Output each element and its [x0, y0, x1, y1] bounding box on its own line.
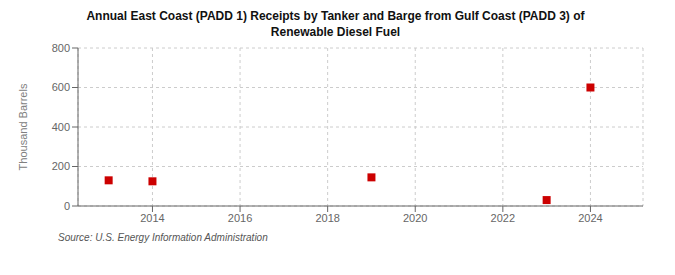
html-text:Source: U.S. Energy Informatio: Source: U.S. Energy Information Administ…	[58, 232, 268, 243]
svg-text:2018: 2018	[315, 212, 339, 224]
html-text:Annual East Coast (PADD 1) Rec: Annual East Coast (PADD 1) Receipts by T…	[86, 9, 585, 23]
svg-text:2020: 2020	[403, 212, 427, 224]
svg-text:Thousand Barrels: Thousand Barrels	[17, 83, 29, 170]
svg-text:200: 200	[52, 160, 70, 172]
svg-text:800: 800	[52, 42, 70, 54]
svg-text:0: 0	[64, 200, 70, 212]
svg-text:2022: 2022	[491, 212, 515, 224]
svg-text:600: 600	[52, 81, 70, 93]
html-text:Renewable Diesel Fuel: Renewable Diesel Fuel	[270, 25, 401, 39]
svg-text:400: 400	[52, 121, 70, 133]
svg-text:2024: 2024	[578, 212, 602, 224]
svg-text:2014: 2014	[140, 212, 164, 224]
svg-text:2016: 2016	[228, 212, 252, 224]
